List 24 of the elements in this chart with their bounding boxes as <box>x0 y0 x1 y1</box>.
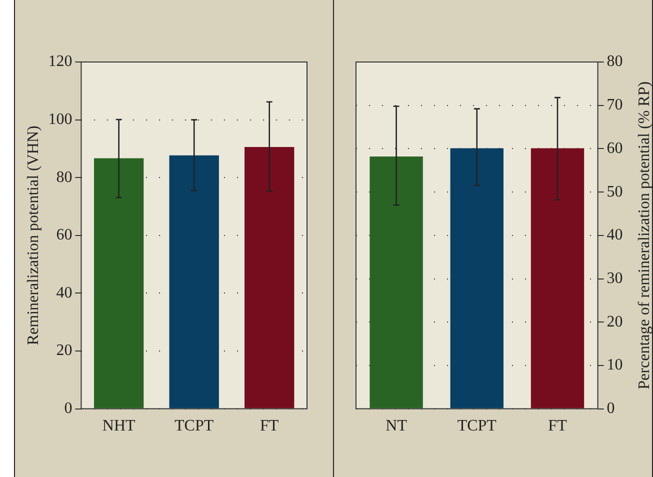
x-tick-label: NT <box>386 418 408 435</box>
x-tick-label: TCPT <box>457 418 497 435</box>
y2-tick-label: 0 <box>606 400 615 418</box>
y-tick-label: 60 <box>56 226 72 244</box>
y2-tick-label: 20 <box>606 313 623 330</box>
x-tick-label: FT <box>548 418 568 435</box>
x-tick-label: NHT <box>102 418 136 435</box>
y-tick-label: 0 <box>64 400 72 418</box>
y2-tick-label: 10 <box>606 356 623 374</box>
y2-axis-title: Percentage of remineralization potential (% RP) <box>636 81 653 390</box>
y-tick-label: 40 <box>56 284 72 302</box>
y-tick-label: 120 <box>48 53 72 70</box>
y-tick-label: 80 <box>56 168 72 186</box>
y2-tick-label: 70 <box>606 96 623 114</box>
y-tick-label: 100 <box>48 111 72 128</box>
y2-tick-label: 30 <box>606 270 623 287</box>
y2-tick-label: 80 <box>606 53 623 70</box>
x-tick-label: TCPT <box>174 418 214 435</box>
y2-tick-label: 50 <box>606 183 623 200</box>
y2-tick-label: 40 <box>606 226 623 244</box>
y2-tick-label: 60 <box>606 140 623 157</box>
y-tick-label: 20 <box>56 342 72 360</box>
x-tick-label: FT <box>260 418 279 435</box>
y-axis-title: Remineralization potential (VHN) <box>25 126 42 346</box>
